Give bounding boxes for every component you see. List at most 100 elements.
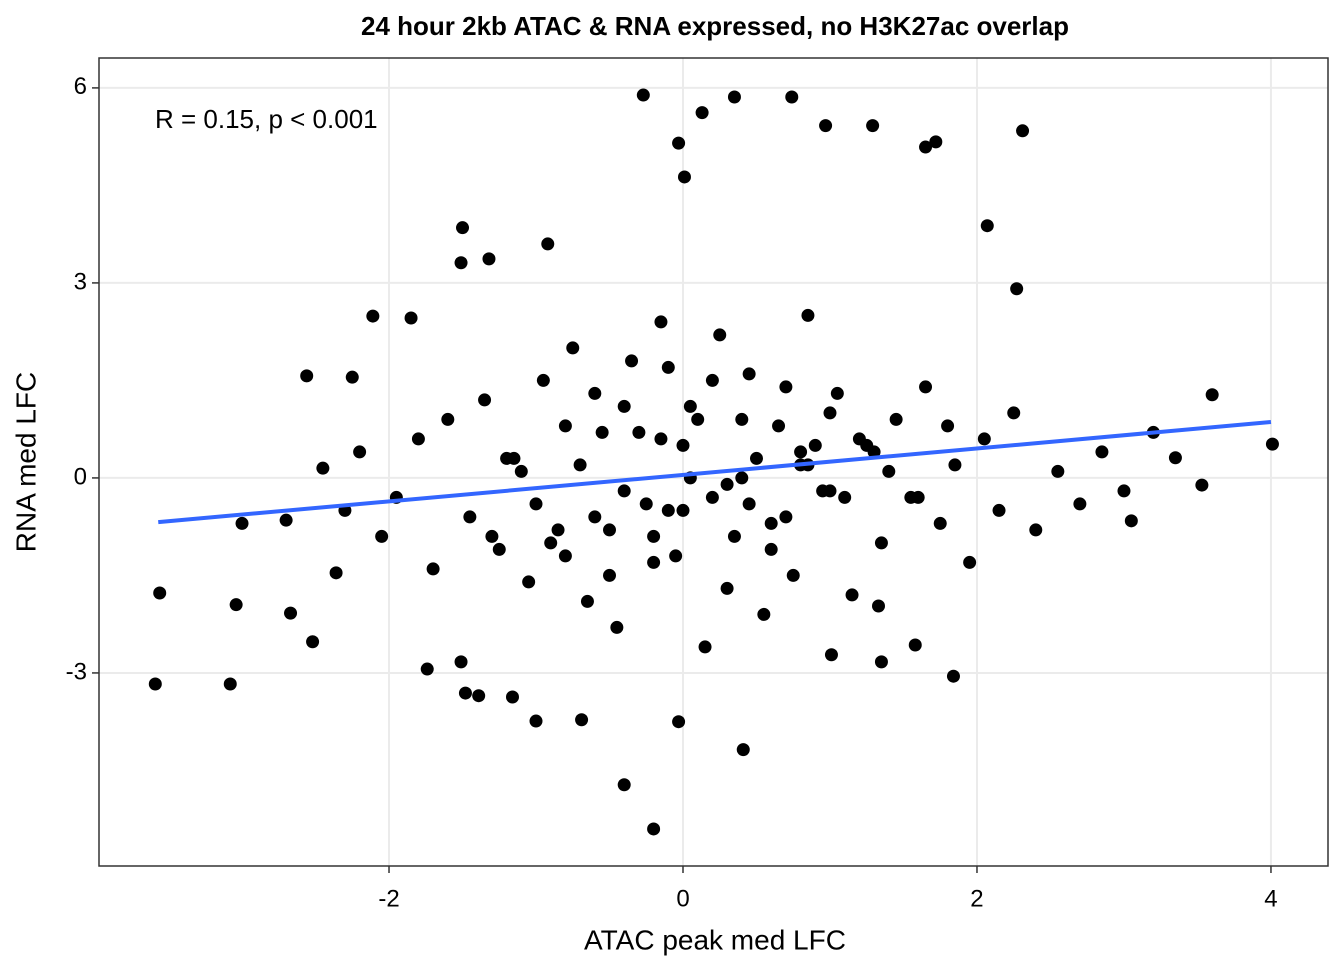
point (764, 516, 778, 530)
point (375, 529, 389, 543)
point (463, 510, 477, 524)
point (786, 568, 800, 582)
point (603, 523, 617, 537)
point (1195, 478, 1209, 492)
point (529, 714, 543, 728)
point (882, 464, 896, 478)
point (1117, 484, 1131, 498)
point (852, 432, 866, 446)
point (558, 419, 572, 433)
point (785, 90, 799, 104)
point (404, 311, 418, 325)
point (647, 555, 661, 569)
point (867, 445, 881, 459)
point (874, 655, 888, 669)
point (919, 380, 933, 394)
point (1010, 282, 1024, 296)
annotation: R = 0.15, p < 0.001 (155, 104, 378, 134)
point (617, 399, 631, 413)
point (661, 360, 675, 374)
x-tick-label: 4 (1264, 885, 1277, 912)
x-tick-label: -2 (378, 885, 399, 912)
point (946, 669, 960, 683)
point (316, 461, 330, 475)
point (426, 562, 440, 576)
point (713, 328, 727, 342)
point (636, 88, 650, 102)
point (772, 419, 786, 433)
point (823, 484, 837, 498)
point (529, 497, 543, 511)
point (1124, 514, 1138, 528)
point (911, 490, 925, 504)
y-tick-label: 6 (74, 73, 87, 100)
point (808, 438, 822, 452)
point (871, 599, 885, 613)
point (933, 516, 947, 530)
point (779, 510, 793, 524)
point (279, 513, 293, 527)
point (588, 386, 602, 400)
point (148, 677, 162, 691)
point (695, 106, 709, 120)
point (441, 412, 455, 426)
point (735, 471, 749, 485)
point (1073, 497, 1087, 511)
point (749, 451, 763, 465)
point (472, 689, 486, 703)
point (536, 373, 550, 387)
point (229, 598, 243, 612)
point (779, 380, 793, 394)
point (963, 555, 977, 569)
point (676, 503, 690, 517)
point (411, 432, 425, 446)
point (736, 743, 750, 757)
point (595, 425, 609, 439)
point (757, 607, 771, 621)
point (625, 354, 639, 368)
point (345, 370, 359, 384)
point (1168, 451, 1182, 465)
point (575, 713, 589, 727)
point (610, 620, 624, 634)
point (823, 406, 837, 420)
point (742, 367, 756, 381)
point (977, 432, 991, 446)
point (683, 399, 697, 413)
point (458, 686, 472, 700)
point (482, 252, 496, 266)
point (541, 237, 555, 251)
point (948, 458, 962, 472)
point (874, 536, 888, 550)
plot-background (99, 58, 1328, 866)
point (1205, 388, 1219, 402)
point (366, 309, 380, 323)
point (727, 529, 741, 543)
point (588, 510, 602, 524)
point (705, 373, 719, 387)
point (1007, 406, 1021, 420)
y-tick-label: -3 (66, 658, 87, 685)
point (830, 386, 844, 400)
point (235, 516, 249, 530)
point (691, 412, 705, 426)
point (764, 542, 778, 556)
point (727, 90, 741, 104)
point (742, 497, 756, 511)
point (617, 778, 631, 792)
plot-border (98, 57, 1329, 867)
x-tick-label: 0 (676, 885, 689, 912)
point (1016, 124, 1030, 138)
point (566, 341, 580, 355)
point (889, 412, 903, 426)
point (735, 412, 749, 426)
point (478, 393, 492, 407)
point (639, 497, 653, 511)
point (617, 484, 631, 498)
point (866, 119, 880, 133)
point (919, 140, 933, 154)
point (454, 655, 468, 669)
point (454, 256, 468, 270)
point (676, 438, 690, 452)
